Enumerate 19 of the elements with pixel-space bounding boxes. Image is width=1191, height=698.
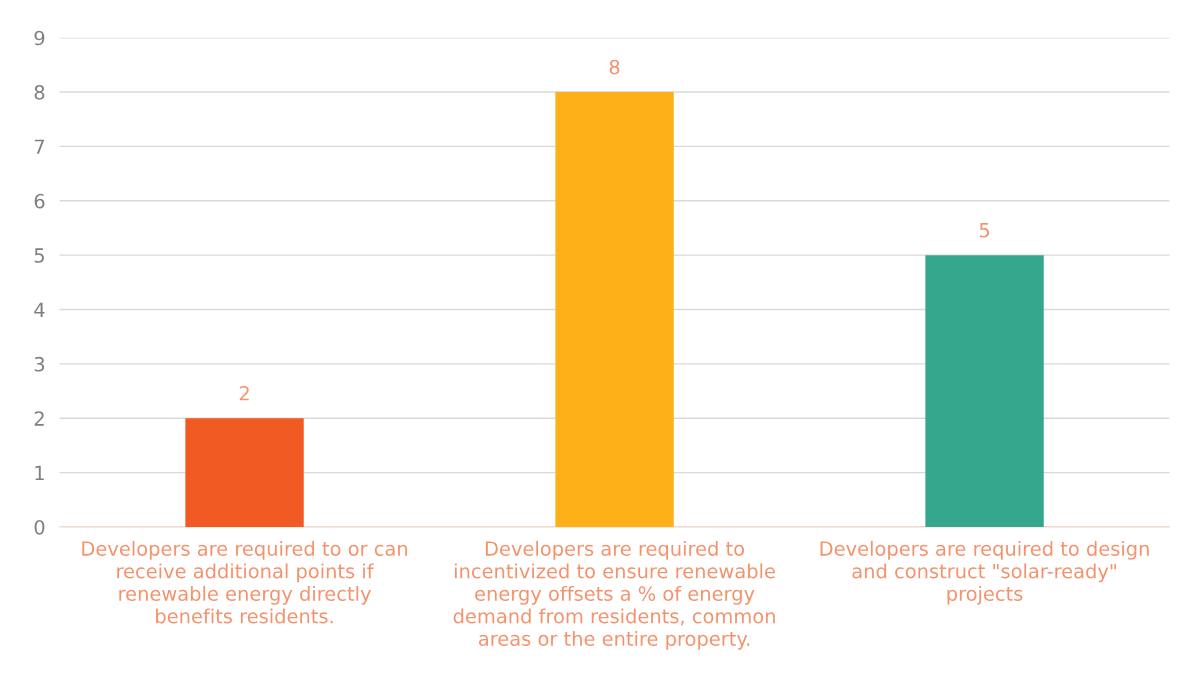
- y-tick-label: 3: [34, 356, 45, 372]
- y-tick-label: 4: [34, 302, 45, 317]
- y-tick-label: 1: [35, 465, 44, 481]
- y-tick-label: 6: [34, 193, 45, 209]
- bar: [555, 92, 674, 527]
- y-tick-label: 8: [34, 85, 45, 100]
- y-tick-label: 9: [34, 30, 45, 46]
- y-tick-label: 5: [34, 248, 44, 263]
- y-tick-label: 0: [34, 519, 45, 535]
- x-tick-label: Developers are required to design and construct "solar-ready" projects: [820, 540, 1149, 605]
- bar: [185, 418, 304, 527]
- data-label: 8: [609, 59, 620, 75]
- y-tick-label: 2: [34, 411, 44, 426]
- x-tick-label: Developers are required to or can receive additional points if renewable energy directly benefits residents.: [82, 540, 408, 624]
- data-label: 2: [239, 385, 249, 401]
- x-tick-label: Developers are required to incentivized to ensure renewable energy offsets a % of energy demand from residents, common areas or the entire property.: [453, 540, 775, 650]
- y-tick-label: 7: [34, 139, 44, 154]
- bar: [925, 255, 1044, 527]
- data-label: 5: [979, 223, 990, 238]
